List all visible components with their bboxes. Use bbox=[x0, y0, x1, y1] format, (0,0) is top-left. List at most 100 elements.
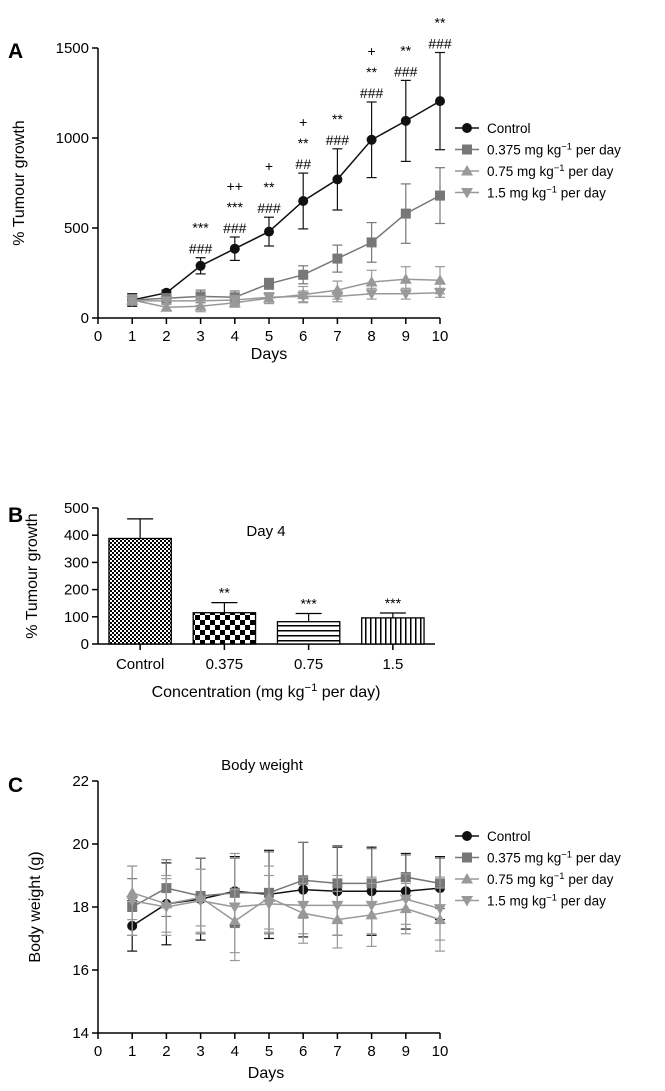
panel-c-y-title: Body weight (g) bbox=[27, 851, 44, 962]
x-tick-label: 5 bbox=[265, 328, 273, 345]
y-tick-label: 1500 bbox=[56, 40, 89, 57]
y-tick-label: 14 bbox=[72, 1025, 89, 1042]
legend-marker bbox=[461, 873, 473, 884]
data-point bbox=[263, 292, 275, 304]
significance-label: ### bbox=[223, 220, 247, 236]
y-tick-label: 300 bbox=[64, 554, 89, 571]
bar bbox=[361, 617, 425, 645]
data-point bbox=[194, 896, 207, 907]
legend-label: 1.5 mg kg−1 per day bbox=[487, 892, 606, 909]
panel-c: Body weight Body weight (g) Days 0 1 2 3 4 5 6… bbox=[27, 757, 621, 1082]
significance-label: ** bbox=[219, 585, 230, 601]
series-line bbox=[132, 194, 441, 301]
data-point bbox=[126, 896, 139, 907]
y-tick-label: 500 bbox=[64, 500, 89, 517]
data-point bbox=[195, 260, 206, 271]
x-tick-label: 6 bbox=[299, 328, 307, 345]
significance-label: + bbox=[265, 158, 273, 174]
legend-label: Control bbox=[487, 829, 531, 844]
data-point bbox=[228, 295, 241, 306]
data-point bbox=[160, 296, 173, 307]
data-point bbox=[331, 291, 344, 303]
significance-label: ** bbox=[366, 64, 377, 80]
panel-letter-b: B bbox=[8, 504, 23, 527]
significance-label: *** bbox=[385, 595, 402, 611]
significance-label: ** bbox=[264, 179, 275, 195]
data-point bbox=[264, 226, 274, 237]
x-tick-label: 10 bbox=[432, 1043, 449, 1060]
x-tick-label: 0 bbox=[94, 1043, 102, 1060]
data-point bbox=[297, 900, 310, 912]
x-tick-label: 0.75 bbox=[294, 656, 323, 673]
x-tick-label: 2 bbox=[162, 1043, 170, 1060]
data-point bbox=[400, 115, 411, 126]
data-point bbox=[332, 174, 343, 185]
panel-a-y-title: % Tumour growth bbox=[11, 120, 28, 245]
data-point bbox=[332, 253, 343, 264]
data-point bbox=[366, 134, 377, 145]
data-point bbox=[194, 296, 207, 307]
data-point bbox=[435, 96, 445, 107]
significance-label: ## bbox=[295, 156, 311, 172]
x-tick-label: 9 bbox=[402, 1043, 410, 1060]
legend-label: Control bbox=[487, 121, 531, 136]
legend-label: 0.75 mg kg−1 per day bbox=[487, 871, 614, 888]
bar-group: 0.375 ** bbox=[192, 585, 257, 673]
series-line bbox=[131, 887, 441, 927]
significance-label: ### bbox=[394, 63, 418, 79]
significance-label: ** bbox=[435, 15, 446, 31]
significance-label: ** bbox=[298, 135, 309, 151]
panel-b-title: Day 4 bbox=[246, 523, 285, 540]
y-tick-label: 1000 bbox=[56, 130, 89, 147]
data-point bbox=[399, 894, 412, 906]
data-point bbox=[365, 900, 378, 912]
panel-a-x-title: Days bbox=[251, 346, 287, 363]
bar bbox=[108, 537, 172, 645]
x-tick-label: 10 bbox=[432, 328, 449, 345]
data-point bbox=[366, 237, 377, 248]
significance-label: + bbox=[368, 43, 376, 59]
panel-c-title: Body weight bbox=[221, 757, 304, 774]
series-line bbox=[131, 876, 441, 908]
legend-marker bbox=[461, 896, 473, 907]
y-tick-label: 100 bbox=[64, 609, 89, 626]
legend-marker bbox=[462, 831, 472, 841]
x-tick-label: 1 bbox=[128, 1043, 136, 1060]
series-line bbox=[131, 892, 441, 923]
bar-group: Control bbox=[108, 518, 172, 673]
series-0 bbox=[127, 841, 445, 952]
bar-group: 0.75 *** bbox=[276, 596, 341, 673]
x-tick-label: 7 bbox=[333, 1043, 341, 1060]
y-tick-label: 400 bbox=[64, 527, 89, 544]
bar-group: 1.5 *** bbox=[361, 595, 425, 673]
data-point bbox=[264, 278, 274, 289]
data-point bbox=[160, 902, 173, 913]
data-point bbox=[126, 296, 139, 307]
legend-label: 0.375 mg kg−1 per day bbox=[487, 849, 621, 866]
data-point bbox=[263, 899, 275, 910]
significance-label: ### bbox=[326, 132, 350, 148]
legend-marker bbox=[462, 123, 472, 133]
data-point bbox=[435, 190, 445, 201]
y-tick-label: 0 bbox=[81, 310, 89, 327]
data-point bbox=[365, 276, 378, 287]
bar bbox=[276, 621, 341, 645]
y-tick-label: 200 bbox=[64, 582, 89, 599]
x-tick-label: 8 bbox=[367, 1043, 375, 1060]
data-point bbox=[331, 900, 344, 912]
significance-label: ### bbox=[257, 200, 281, 216]
x-tick-label: 3 bbox=[196, 1043, 204, 1060]
significance-label: + bbox=[299, 114, 307, 130]
x-tick-label: 6 bbox=[299, 1043, 307, 1060]
series-0 bbox=[127, 51, 445, 307]
x-tick-label: 3 bbox=[196, 328, 204, 345]
significance-label: *** bbox=[300, 596, 317, 612]
y-tick-label: 20 bbox=[72, 836, 89, 853]
legend-marker bbox=[461, 165, 473, 176]
significance-label: ### bbox=[360, 85, 384, 101]
x-tick-label: Control bbox=[116, 656, 164, 673]
significance-label: ** bbox=[332, 111, 343, 127]
x-tick-label: 0.375 bbox=[206, 656, 244, 673]
series-line bbox=[132, 100, 441, 301]
